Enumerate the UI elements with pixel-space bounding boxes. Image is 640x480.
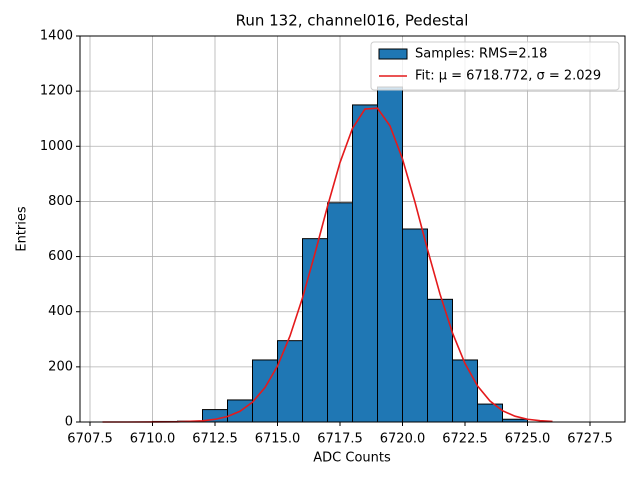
- histogram-bar: [352, 104, 378, 423]
- x-tick-label: 6715.0: [255, 432, 301, 447]
- x-tick-label: 6712.5: [192, 432, 238, 447]
- x-tick-label: 6725.0: [505, 432, 551, 447]
- x-tick-label: 6717.5: [317, 432, 363, 447]
- y-tick-label: 400: [48, 304, 73, 319]
- y-tick-label: 1200: [40, 84, 73, 99]
- y-tick-label: 1000: [40, 139, 73, 154]
- histogram-bar: [452, 359, 478, 423]
- x-tick-label: 6720.0: [380, 432, 426, 447]
- histogram-bar: [377, 86, 403, 423]
- histogram-bar: [252, 359, 278, 423]
- histogram-bar: [277, 340, 303, 423]
- y-tick-label: 0: [65, 415, 73, 430]
- histogram-bar: [327, 202, 353, 423]
- legend-label: Fit: μ = 6718.772, σ = 2.029: [415, 69, 601, 84]
- y-tick-label: 1400: [40, 29, 73, 44]
- y-axis-label: Entries: [15, 206, 30, 252]
- axes-frame: [79, 35, 626, 423]
- y-tick-label: 600: [48, 249, 73, 264]
- fit-line: [102, 107, 553, 423]
- x-axis-label: ADC Counts: [313, 451, 391, 466]
- legend-swatch: [378, 48, 408, 60]
- histogram-bar: [302, 238, 328, 423]
- y-tick-label: 200: [48, 359, 73, 374]
- histogram-bar: [402, 228, 428, 423]
- x-tick-label: 6710.0: [130, 432, 176, 447]
- legend-label: Samples: RMS=2.18: [415, 47, 547, 62]
- legend-box: [370, 41, 620, 91]
- x-tick-label: 6727.5: [567, 432, 613, 447]
- chart-title: Run 132, channel016, Pedestal: [236, 12, 469, 30]
- histogram-bar: [477, 403, 503, 423]
- x-tick-label: 6722.5: [442, 432, 488, 447]
- x-tick-label: 6707.5: [67, 432, 113, 447]
- y-tick-label: 800: [48, 194, 73, 209]
- histogram-bar: [427, 298, 453, 423]
